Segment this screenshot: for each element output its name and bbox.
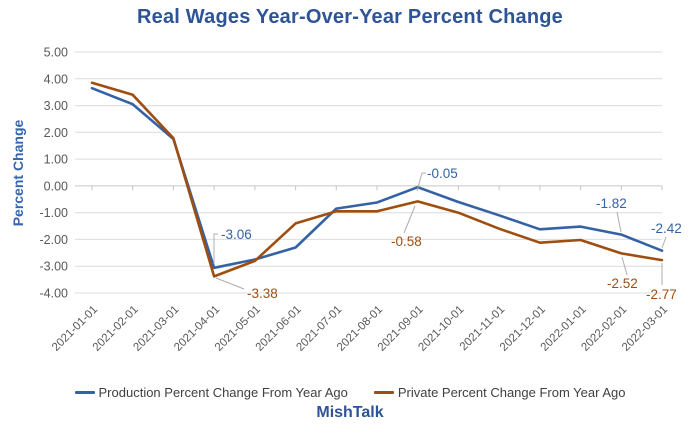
y-tick-label: 4.00 xyxy=(44,72,68,86)
y-tick-label: 2.00 xyxy=(44,126,68,140)
annotation-data-label: -3.38 xyxy=(247,286,278,301)
annotation-leader-line xyxy=(403,205,416,234)
annotation-data-label: -2.77 xyxy=(646,287,677,302)
line-chart-plot-area: 5.00 4.00 3.00 2.00 1.00 0.00 -1.00 -2.00 -3.00 -… xyxy=(40,46,682,354)
y-tick-label: -3.00 xyxy=(40,260,69,274)
series-line-private xyxy=(90,81,664,278)
y-tick-label: 0.00 xyxy=(44,179,68,193)
legend-label-private: Private Percent Change From Year Ago xyxy=(397,385,626,400)
legend: Production Percent Change From Year Ago … xyxy=(0,385,700,400)
annotation-leader-line xyxy=(616,211,622,233)
annotation-data-label: -0.05 xyxy=(427,166,458,181)
annotation-data-label: -0.58 xyxy=(391,234,422,249)
chart-title: Real Wages Year-Over-Year Percent Change xyxy=(137,6,563,28)
y-tick-label: -1.00 xyxy=(40,206,69,220)
legend-item-production: Production Percent Change From Year Ago xyxy=(74,385,348,400)
y-tick-label: 5.00 xyxy=(44,46,68,60)
annotation-data-label: -3.06 xyxy=(221,227,252,242)
annotation-data-label: -2.52 xyxy=(607,276,638,291)
y-tick-label: 3.00 xyxy=(44,99,68,113)
legend-line-swatch-production xyxy=(74,391,95,394)
annotation-leader-line xyxy=(416,172,426,192)
annotation-data-label: -1.82 xyxy=(596,196,627,211)
legend-label-production: Production Percent Change From Year Ago xyxy=(98,385,348,400)
footer-brand: MishTalk xyxy=(316,404,384,421)
annotation-leader-line xyxy=(213,233,218,264)
annotation-data-label: -2.42 xyxy=(651,221,682,236)
annotation-leader-line xyxy=(215,277,245,290)
legend-line-swatch-private xyxy=(373,391,394,394)
annotation-leader-line xyxy=(621,256,628,276)
y-tick-label: -4.00 xyxy=(40,287,69,301)
annotation-leader-line xyxy=(661,236,667,249)
legend-item-private: Private Percent Change From Year Ago xyxy=(373,385,626,400)
y-tick-label: -2.00 xyxy=(40,233,69,247)
y-tick-label: 1.00 xyxy=(44,153,68,167)
